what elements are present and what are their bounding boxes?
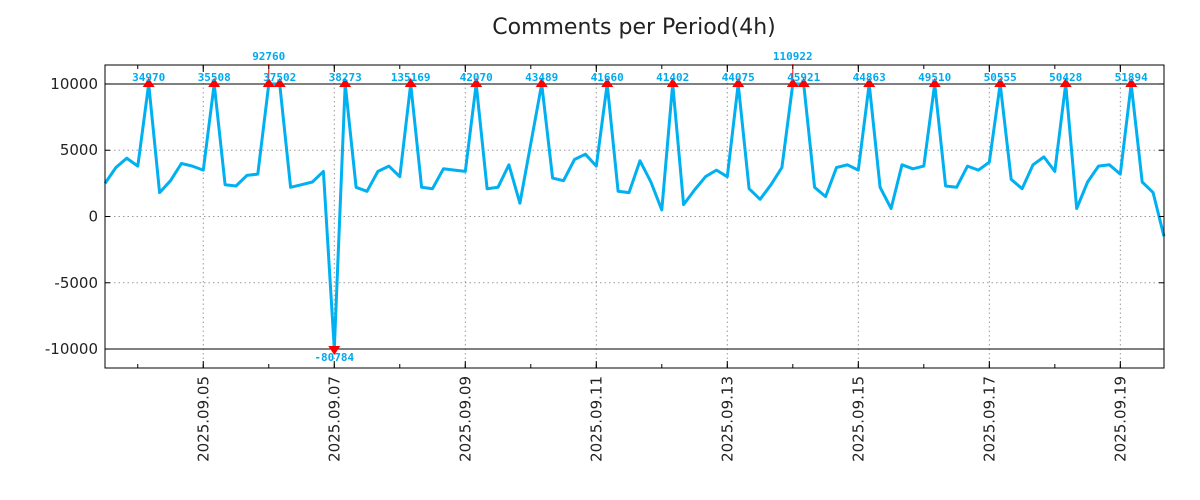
clip-marker-up xyxy=(208,77,221,87)
clip-marker-up xyxy=(601,77,614,87)
chart-title: Comments per Period(4h) xyxy=(492,15,776,40)
series xyxy=(103,82,1166,351)
data-label: 34970 xyxy=(132,71,165,84)
series-line xyxy=(103,82,1166,351)
clip-marker-up xyxy=(863,77,876,87)
data-label: 51894 xyxy=(1115,71,1148,84)
data-label: 35508 xyxy=(198,71,231,84)
x-tick-label: 2025.09.05 xyxy=(194,376,212,462)
clip-marker-up xyxy=(797,77,810,87)
x-tick-label: 2025.09.09 xyxy=(456,376,474,462)
data-label: 50428 xyxy=(1049,71,1082,84)
x-tick-label: 2025.09.15 xyxy=(849,376,867,462)
clip-marker-up xyxy=(273,77,286,87)
clip-marker-up xyxy=(994,77,1007,87)
clip-marker-up xyxy=(262,77,275,87)
clip-marker-up xyxy=(732,77,745,87)
data-label: 50555 xyxy=(984,71,1017,84)
data-label: 45921 xyxy=(787,71,820,84)
data-label: 41402 xyxy=(656,71,689,84)
clip-marker-up xyxy=(339,77,352,87)
axes: -10000 -5000 0 5000 10000 2025.09.05 2025.09.0… xyxy=(45,65,1164,462)
data-label: 44863 xyxy=(853,71,886,84)
x-tick-label: 2025.09.17 xyxy=(980,376,998,462)
x-tick-label: 2025.09.13 xyxy=(718,376,736,462)
y-tick-label: 10000 xyxy=(50,75,98,93)
x-tick-label: 2025.09.19 xyxy=(1111,376,1129,462)
data-label: 41660 xyxy=(591,71,624,84)
clip-marker-up xyxy=(786,77,799,87)
data-label: 92760 xyxy=(252,50,285,63)
clip-marker-up xyxy=(928,77,941,87)
clip-marker-up xyxy=(666,77,679,87)
data-label: 44075 xyxy=(722,71,755,84)
clip-marker-up xyxy=(1059,77,1072,87)
clip-marker-down xyxy=(328,346,341,356)
y-tick-label: -10000 xyxy=(45,340,98,358)
clip-marker-up xyxy=(470,77,483,87)
x-tick-label: 2025.09.07 xyxy=(325,376,343,462)
data-label: 49510 xyxy=(918,71,951,84)
clip-marker-up xyxy=(142,77,155,87)
data-label: 38273 xyxy=(329,71,362,84)
y-tick-label: -5000 xyxy=(54,274,98,292)
grid xyxy=(105,65,1164,368)
markers xyxy=(142,77,1138,356)
clip-marker-up xyxy=(1125,77,1138,87)
y-tick-label: 0 xyxy=(88,208,98,226)
clip-marker-up xyxy=(535,77,548,87)
data-label: 110922 xyxy=(773,50,813,63)
data-label: 37502 xyxy=(263,71,296,84)
x-tick-label: 2025.09.11 xyxy=(587,376,605,462)
data-label: 43489 xyxy=(525,71,558,84)
y-tick-label: 5000 xyxy=(60,141,98,159)
clip-marker-up xyxy=(404,77,417,87)
data-labels: 34970 35508 92760 37502 38273 135169 42070 4348… xyxy=(132,50,1148,364)
data-label: -80784 xyxy=(314,351,354,364)
data-label: 135169 xyxy=(391,71,431,84)
data-label: 42070 xyxy=(460,71,493,84)
